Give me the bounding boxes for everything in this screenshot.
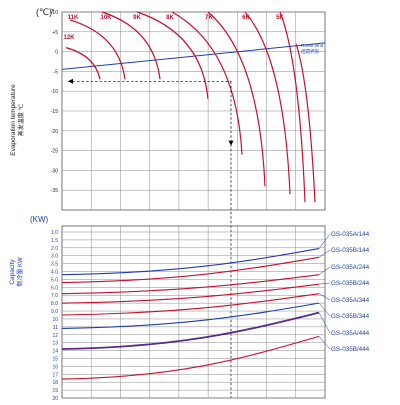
bottom-y-tick-label: 12 bbox=[52, 333, 58, 339]
top-y-axis-title-group: Evaporation temperature 蒸发温度 ℃ bbox=[10, 84, 25, 156]
series-label-gs-035b-244: GS-035B/244 bbox=[331, 280, 370, 287]
bottom-y-tick-label: 4.0 bbox=[51, 270, 58, 276]
bottom-y-tick-label: 1.5 bbox=[51, 238, 58, 244]
curve-label-9k: 9K bbox=[133, 15, 141, 21]
bottom-y-tick-label: 19 bbox=[52, 388, 58, 394]
bottom-y-tick-label: 2.0 bbox=[51, 246, 58, 252]
capacity-series-line-3 bbox=[61, 274, 320, 295]
bottom-y-axis-title-group: Capacity 制冷量 KW bbox=[9, 257, 24, 287]
series-leader-line bbox=[318, 282, 331, 285]
top-y-unit: (℃) bbox=[36, 7, 52, 17]
guide-arrow-down bbox=[228, 140, 234, 146]
bottom-y-tick-label: 5.0 bbox=[51, 277, 58, 283]
chart-marks: +10 +5 0 -5 -10 -15 -20 -25 -30 -35 11K 10K 9K 8K 7K 6K… bbox=[50, 10, 370, 402]
series-label-gs-035a-444: GS-035A/444 bbox=[331, 330, 370, 337]
capacity-series-line-8 bbox=[61, 335, 320, 380]
series-label-gs-035b-144: GS-035B/144 bbox=[331, 247, 370, 254]
rinse-limit-line bbox=[61, 42, 326, 70]
top-y-axis-title: Evaporation temperature bbox=[10, 84, 17, 156]
series-label-gs-035a-144: GS-035A/144 bbox=[331, 231, 370, 238]
capacity-curve-7 bbox=[279, 11, 306, 203]
bottom-y-tick-label: 3.5 bbox=[51, 262, 58, 268]
top-y-tick-label: -10 bbox=[51, 89, 58, 95]
capacity-series-line-2 bbox=[61, 256, 320, 284]
capacity-series-line-7 bbox=[61, 311, 320, 350]
top-y-tick-label: +10 bbox=[50, 10, 59, 16]
bottom-y-tick-label: 7.0 bbox=[51, 293, 58, 299]
curve-label-11k: 11K bbox=[68, 15, 79, 21]
top-y-axis-title-cn: 蒸发温度 ℃ bbox=[17, 104, 25, 137]
capacity-curve-3 bbox=[136, 11, 209, 100]
series-leader-line bbox=[318, 249, 331, 258]
bottom-y-tick-label: 8.0 bbox=[51, 301, 58, 307]
series-leader-line bbox=[318, 302, 331, 317]
series-leader-line bbox=[318, 312, 331, 334]
series-leader-line bbox=[318, 266, 331, 275]
capacity-series-line-6 bbox=[61, 302, 320, 329]
curve-label-5k: 5K bbox=[276, 15, 284, 21]
bottom-y-unit: (KW) bbox=[30, 215, 49, 224]
guide-arrow-left bbox=[68, 78, 73, 84]
series-leader-line bbox=[318, 293, 331, 301]
bottom-y-axis-title-cn: 制冷量 KW bbox=[16, 257, 24, 287]
bottom-y-tick-label: 10 bbox=[52, 317, 58, 323]
capacity-series-line-1 bbox=[61, 248, 320, 276]
limit-line-label: Rinse limit bbox=[301, 43, 324, 49]
top-y-tick-label: 0 bbox=[55, 50, 58, 56]
bottom-y-tick-label: 13 bbox=[52, 341, 58, 347]
curve-label-8k: 8K bbox=[166, 15, 174, 21]
curve-label-6k: 6K bbox=[242, 15, 250, 21]
capacity-curve-4 bbox=[171, 11, 243, 155]
top-y-tick-label: -20 bbox=[51, 129, 58, 135]
top-y-tick-label: -15 bbox=[51, 109, 58, 115]
top-y-tick-label: -25 bbox=[51, 149, 58, 155]
curve-label-12k: 12K bbox=[63, 35, 75, 41]
bottom-y-tick-label: 15 bbox=[52, 356, 58, 362]
curve-label-7k: 7K bbox=[205, 15, 213, 21]
series-leader-line bbox=[318, 233, 331, 249]
capacity-curve-12k bbox=[65, 47, 101, 80]
bottom-y-tick-label: 20 bbox=[52, 396, 58, 400]
bottom-y-tick-label: 6.0 bbox=[51, 285, 58, 291]
capacity-curve-8 bbox=[295, 43, 316, 203]
bottom-y-tick-label: 17 bbox=[52, 372, 58, 378]
series-leader-line bbox=[318, 336, 331, 350]
bottom-y-axis-title: Capacity bbox=[9, 259, 16, 285]
top-y-tick-label: -5 bbox=[54, 69, 59, 75]
capacity-series-line-5 bbox=[61, 293, 320, 316]
top-y-unit-suffix: °F bbox=[50, 8, 55, 13]
series-label-gs-035a-344: GS-035A/344 bbox=[331, 297, 370, 304]
series-label-gs-035a-244: GS-035A/244 bbox=[331, 264, 370, 271]
bottom-y-tick-label: 18 bbox=[52, 380, 58, 386]
top-y-tick-label: -30 bbox=[51, 168, 58, 174]
series-label-gs-035b-344: GS-035B/344 bbox=[331, 313, 370, 320]
capacity-curve-1 bbox=[69, 19, 126, 80]
capacity-curve-6 bbox=[244, 11, 291, 195]
bottom-y-tick-label: 11 bbox=[53, 325, 58, 331]
bottom-y-tick-label: 1.0 bbox=[51, 230, 58, 236]
capacity-curve-2 bbox=[101, 11, 161, 80]
bottom-y-tick-label: 3.0 bbox=[51, 254, 58, 260]
capacity-series-line-4 bbox=[61, 283, 320, 304]
top-y-tick-label: -35 bbox=[51, 188, 58, 194]
bottom-y-tick-label: 16 bbox=[52, 364, 58, 370]
top-y-tick-label: +5 bbox=[52, 30, 58, 36]
bottom-y-tick-label: 9.0 bbox=[51, 309, 58, 315]
curve-label-10k: 10K bbox=[100, 15, 112, 21]
bottom-y-tick-label: 14 bbox=[52, 349, 58, 355]
series-label-gs-035b-444: GS-035B/444 bbox=[331, 346, 370, 353]
capacity-curve-5 bbox=[207, 11, 266, 187]
